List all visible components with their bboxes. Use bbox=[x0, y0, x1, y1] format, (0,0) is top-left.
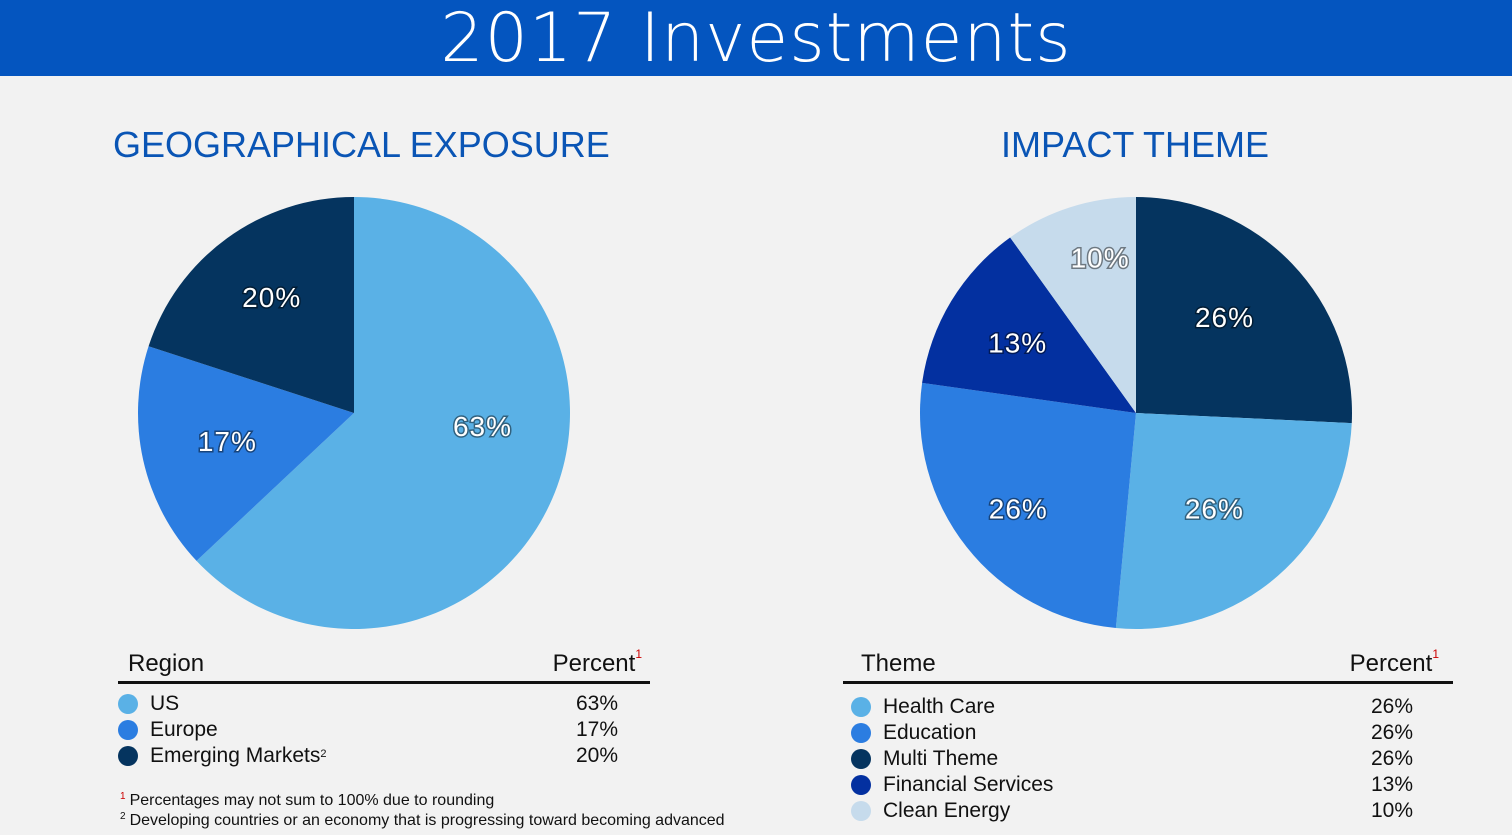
header-bar: 2017 Investments bbox=[0, 0, 1512, 78]
impact-row-label: Health Care bbox=[883, 695, 996, 718]
europe-swatch bbox=[118, 720, 138, 740]
impact-row-multi-theme: Multi Theme 26% bbox=[843, 747, 1453, 773]
pie-slice-financial-services bbox=[922, 237, 1136, 413]
impact-row-value: 26% bbox=[1370, 695, 1413, 718]
impact-row-financial-services: Financial Services 13% bbox=[843, 773, 1453, 799]
impact-row-value: 26% bbox=[1370, 721, 1413, 744]
pie-slice-clean-energy bbox=[1010, 197, 1136, 413]
page-title: 2017 Investments bbox=[440, 0, 1072, 78]
footnote-2: 2 Developing countries or an economy that… bbox=[120, 811, 725, 829]
impact-row-value: 10% bbox=[1370, 799, 1413, 822]
geo-row-value: 17% bbox=[575, 718, 618, 741]
impact-row-value: 13% bbox=[1370, 773, 1413, 796]
geo-row-europe: Europe 17% bbox=[118, 718, 650, 744]
impact-header-rule bbox=[843, 681, 1453, 684]
geo-legend-table: Region Percent1 US 63% Europe 17% Emergi… bbox=[118, 647, 650, 770]
pie-label-education: 26% bbox=[989, 493, 1048, 524]
pie-slice-us bbox=[196, 197, 570, 629]
pie-label-financial-services: 13% bbox=[988, 328, 1047, 359]
pie-label-us: 63% bbox=[453, 411, 512, 442]
geo-row-value: 20% bbox=[575, 744, 618, 767]
pie-label-health-care: 26% bbox=[1185, 494, 1244, 525]
impact-row-label: Education bbox=[883, 721, 977, 744]
pie-slice-emerging-markets bbox=[148, 197, 354, 413]
pie-label-clean-energy: 10% bbox=[1071, 243, 1130, 274]
geo-row-value: 63% bbox=[575, 692, 618, 715]
clean-energy-swatch bbox=[851, 801, 871, 821]
health-care-swatch bbox=[851, 697, 871, 717]
geo-pie-chart: 63% 17% 20% bbox=[138, 197, 570, 629]
geo-row-us: US 63% bbox=[118, 692, 650, 718]
pie-slice-health-care bbox=[1115, 413, 1352, 629]
geo-header-rule bbox=[118, 681, 650, 684]
pie-label-europe: 17% bbox=[198, 426, 257, 457]
impact-pie-chart: 26% 26% 26% 13% 10% bbox=[920, 197, 1352, 629]
impact-row-clean-energy: Clean Energy 10% bbox=[843, 799, 1453, 825]
education-swatch bbox=[851, 723, 871, 743]
geo-row-label: Europe bbox=[150, 718, 218, 741]
impact-header-theme: Theme bbox=[861, 650, 936, 677]
impact-row-education: Education 26% bbox=[843, 721, 1453, 747]
impact-legend-table: Theme Percent1 Health Care 26% Education… bbox=[843, 647, 1453, 830]
multi-theme-swatch bbox=[851, 749, 871, 769]
impact-row-label: Multi Theme bbox=[883, 747, 999, 770]
us-swatch bbox=[118, 694, 138, 714]
financial-services-swatch bbox=[851, 775, 871, 795]
emerging-markets-swatch bbox=[118, 746, 138, 766]
impact-row-label: Financial Services bbox=[883, 773, 1054, 796]
pie-slice-multi-theme bbox=[1136, 197, 1352, 424]
impact-header-percent: Percent1 bbox=[1349, 647, 1439, 677]
impact-row-health-care: Health Care 26% bbox=[843, 695, 1453, 721]
geo-row-label: Emerging Markets2 bbox=[150, 744, 327, 767]
geo-header-percent: Percent1 bbox=[552, 647, 642, 677]
geo-chart-title: GEOGRAPHICAL EXPOSURE bbox=[113, 124, 610, 165]
pie-slice-europe bbox=[138, 346, 354, 561]
pie-slice-education bbox=[920, 382, 1136, 629]
pie-label-multi-theme: 26% bbox=[1195, 302, 1254, 333]
geo-row-emerging-markets: Emerging Markets2 20% bbox=[118, 744, 650, 770]
footnote-1: 1 Percentages may not sum to 100% due to … bbox=[120, 791, 495, 809]
geo-header-region: Region bbox=[128, 650, 205, 677]
impact-row-value: 26% bbox=[1370, 747, 1413, 770]
geo-row-label: US bbox=[150, 692, 180, 715]
impact-row-label: Clean Energy bbox=[883, 799, 1011, 822]
pie-label-emerging-markets: 20% bbox=[242, 282, 301, 313]
impact-chart-title: IMPACT THEME bbox=[1001, 124, 1270, 165]
